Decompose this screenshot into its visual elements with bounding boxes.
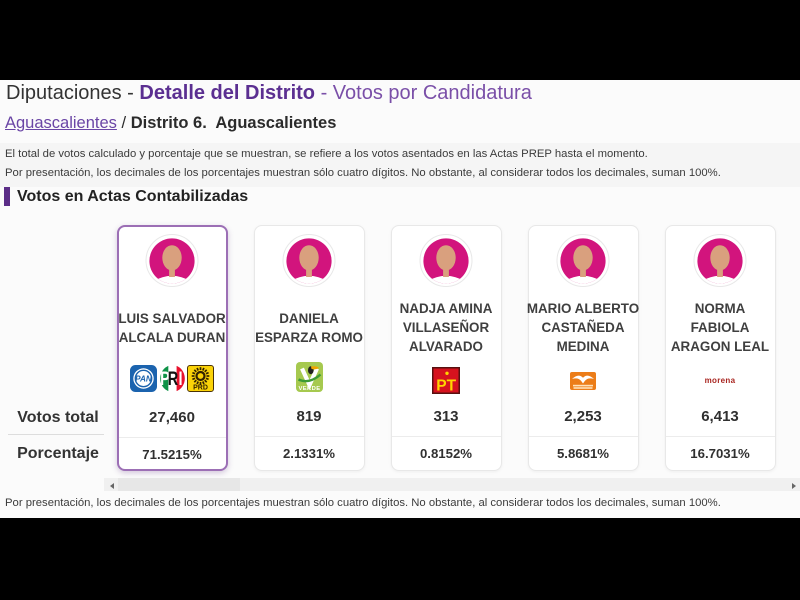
svg-text:PAN: PAN — [135, 374, 153, 383]
svg-text:I: I — [178, 368, 182, 389]
svg-text:VERDE: VERDE — [298, 386, 320, 392]
svg-text:P: P — [160, 368, 170, 389]
svg-text:R: R — [168, 368, 178, 389]
svg-text:PRD: PRD — [193, 384, 208, 391]
svg-text:PT: PT — [436, 377, 456, 394]
